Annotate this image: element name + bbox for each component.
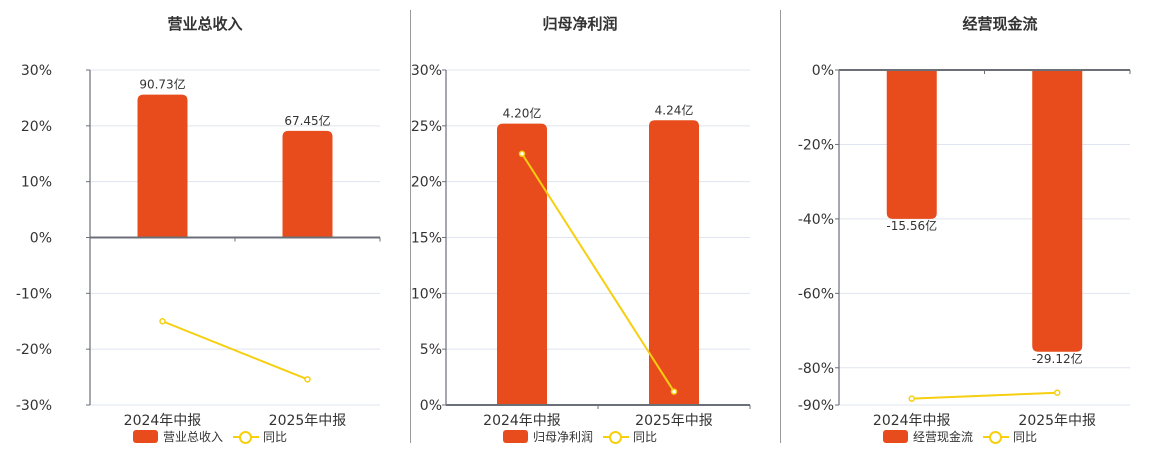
y-tick-label: 15% [411,231,442,247]
y-tick-label: -60% [798,286,834,302]
bar[interactable] [282,130,333,238]
y-tick-label: 20% [21,119,52,135]
y-tick-label: 20% [411,175,442,191]
y-tick-label: 30% [411,63,442,79]
bar[interactable] [649,120,699,405]
y-tick-label: -30% [16,398,52,414]
bar-value-label: 4.20亿 [503,106,542,121]
y-tick-label: 0% [812,63,834,79]
x-category-label: 2024年中报 [873,413,951,429]
yoy-point[interactable] [518,150,526,157]
yoy-point[interactable] [908,395,915,402]
panel-divider [780,10,781,443]
yoy-point[interactable] [159,318,166,325]
yoy-line [162,320,308,381]
chart-legend: 归母净利润 同比 [503,428,657,445]
legend-line-icon[interactable] [233,430,260,444]
y-tick-label: 5% [420,342,442,358]
x-category-label: 2024年中报 [124,413,202,429]
panel-divider [410,10,411,443]
bar-value-label: 90.73亿 [139,77,185,92]
bar-value-label: 67.45亿 [284,113,330,128]
legend-line-label[interactable]: 同比 [1013,430,1038,444]
chart-plot: 30% 20% 10% 0% -10% -20% -30% 90.73亿 67.45亿 2024年… [16,63,381,429]
chart-legend: 营业总收入 同比 [133,428,287,445]
bar[interactable] [497,123,547,405]
y-tick-label: -10% [16,286,52,302]
yoy-point[interactable] [304,376,311,383]
y-tick-label: -20% [798,137,834,153]
y-tick-label: 10% [21,175,52,191]
chart-panel-revenue: 营业总收入 30% 20% 10% 0% -10% -20% -30% 90.73亿 67.45… [0,0,410,450]
bar[interactable] [886,70,937,219]
legend-bar-swatch[interactable] [133,430,158,443]
legend-line-icon[interactable] [983,430,1010,444]
chart-plot: 0% -20% -40% -60% -80% -90% -15.56亿 -29.12亿 2024… [798,63,1131,429]
legend-line-label[interactable]: 同比 [263,430,288,444]
bar-value-label: -15.56亿 [886,218,937,233]
yoy-line [911,391,1058,400]
legend-line-icon[interactable] [603,430,630,444]
bar[interactable] [137,94,188,238]
y-tick-label: -20% [16,342,52,358]
legend-bar-label[interactable]: 归母净利润 [533,430,594,444]
bar-value-label: 4.24亿 [655,102,694,117]
chart-panel-operating-cashflow: 经营现金流 0% -20% -40% -60% -80% -90% -15.56亿 -29.1… [780,0,1160,450]
chart-panel-net-profit: 归母净利润 30% 25% 20% 15% 10% 5% 0% 4.20亿 4.24亿 2024年… [410,0,780,450]
y-tick-label: 25% [411,119,442,135]
x-category-label: 2024年中报 [483,413,561,429]
y-tick-label: 0% [30,231,52,247]
legend-bar-swatch[interactable] [883,430,908,443]
chart-legend: 经营现金流 同比 [883,428,1037,445]
x-category-label: 2025年中报 [1018,413,1096,429]
chart-plot: 30% 25% 20% 15% 10% 5% 0% 4.20亿 4.24亿 2024年中报 2025… [411,63,751,429]
bar[interactable] [1032,70,1083,352]
chart-title: 归母净利润 [542,15,618,33]
yoy-line [521,153,675,393]
legend-line-label[interactable]: 同比 [633,430,658,444]
bar-value-label: -29.12亿 [1032,351,1083,366]
y-tick-label: -80% [798,361,834,377]
y-tick-label: 30% [21,63,52,79]
legend-bar-swatch[interactable] [503,430,528,443]
yoy-point[interactable] [670,388,678,395]
legend-bar-label[interactable]: 经营现金流 [913,430,974,444]
x-category-label: 2025年中报 [635,413,713,429]
legend-bar-label[interactable]: 营业总收入 [163,430,224,444]
chart-title: 经营现金流 [962,15,1038,33]
y-tick-label: -90% [798,398,834,414]
y-tick-label: 0% [420,398,442,414]
yoy-point[interactable] [1054,389,1061,396]
y-tick-label: 10% [411,286,442,302]
chart-title: 营业总收入 [167,15,243,33]
y-tick-label: -40% [798,212,834,228]
x-category-label: 2025年中报 [269,413,347,429]
